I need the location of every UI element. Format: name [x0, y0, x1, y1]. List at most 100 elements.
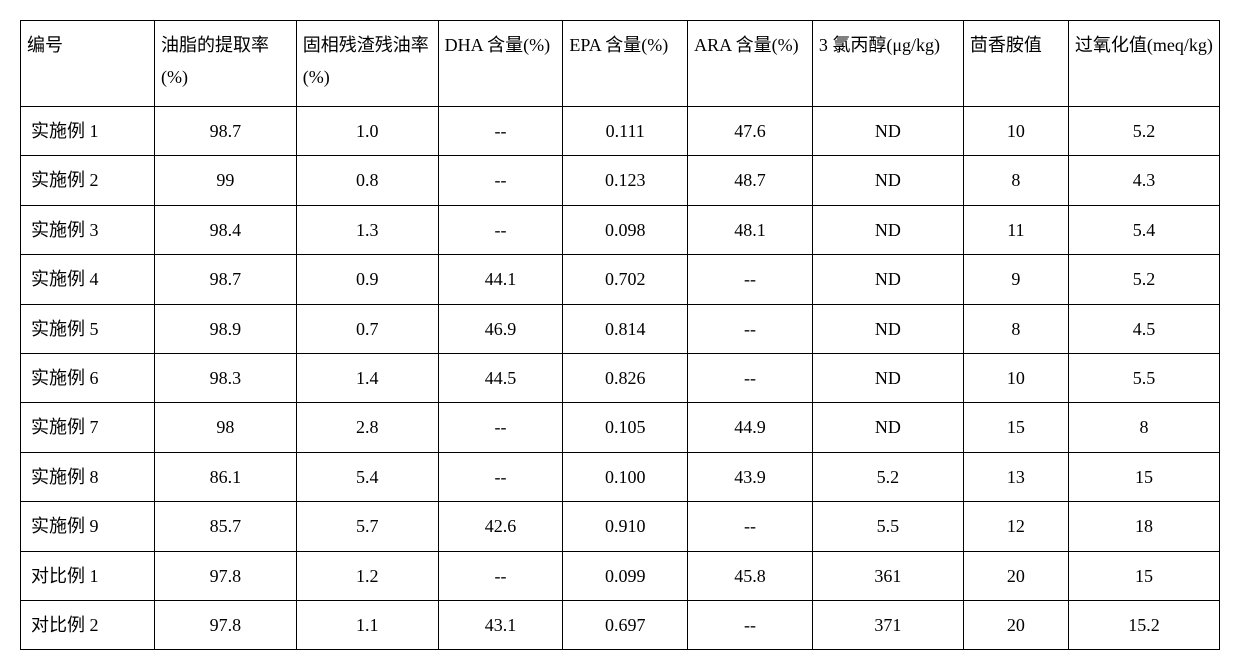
table-cell: 18	[1068, 502, 1219, 551]
table-cell: 5.5	[812, 502, 963, 551]
table-cell: 13	[963, 452, 1068, 501]
table-row: 对比例 2 97.8 1.1 43.1 0.697 -- 371 20 15.2	[21, 600, 1220, 649]
table-cell: 361	[812, 551, 963, 600]
column-header: DHA 含量(%)	[438, 21, 563, 107]
table-cell: 10	[963, 353, 1068, 402]
table-cell: 15	[1068, 551, 1219, 600]
table-cell: 5.4	[1068, 205, 1219, 254]
table-row: 实施例 8 86.1 5.4 -- 0.100 43.9 5.2 13 15	[21, 452, 1220, 501]
table-cell: 20	[963, 600, 1068, 649]
table-cell: 98.9	[154, 304, 296, 353]
table-cell: 4.5	[1068, 304, 1219, 353]
table-cell: 10	[963, 107, 1068, 156]
table-header-row: 编号 油脂的提取率(%) 固相残渣残油率(%) DHA 含量(%) EPA 含量…	[21, 21, 1220, 107]
table-row: 实施例 4 98.7 0.9 44.1 0.702 -- ND 9 5.2	[21, 255, 1220, 304]
row-label: 对比例 2	[21, 600, 155, 649]
table-cell: 4.3	[1068, 156, 1219, 205]
table-cell: 98.4	[154, 205, 296, 254]
row-label: 实施例 5	[21, 304, 155, 353]
column-header: 过氧化值(meq/kg)	[1068, 21, 1219, 107]
table-cell: 8	[1068, 403, 1219, 452]
table-cell: 0.099	[563, 551, 688, 600]
table-cell: 371	[812, 600, 963, 649]
table-cell: --	[438, 205, 563, 254]
row-label: 实施例 6	[21, 353, 155, 402]
column-header: ARA 含量(%)	[688, 21, 813, 107]
table-cell: 15.2	[1068, 600, 1219, 649]
table-cell: 5.7	[296, 502, 438, 551]
table-cell: 0.910	[563, 502, 688, 551]
table-cell: 46.9	[438, 304, 563, 353]
table-cell: 44.1	[438, 255, 563, 304]
table-cell: --	[688, 353, 813, 402]
table-cell: 99	[154, 156, 296, 205]
row-label: 实施例 9	[21, 502, 155, 551]
table-cell: ND	[812, 353, 963, 402]
table-cell: 85.7	[154, 502, 296, 551]
table-cell: 97.8	[154, 600, 296, 649]
table-cell: 5.5	[1068, 353, 1219, 402]
table-row: 实施例 5 98.9 0.7 46.9 0.814 -- ND 8 4.5	[21, 304, 1220, 353]
column-header: EPA 含量(%)	[563, 21, 688, 107]
table-cell: 42.6	[438, 502, 563, 551]
row-label: 对比例 1	[21, 551, 155, 600]
table-cell: 47.6	[688, 107, 813, 156]
table-cell: 48.1	[688, 205, 813, 254]
table-cell: 1.3	[296, 205, 438, 254]
column-header: 茴香胺值	[963, 21, 1068, 107]
table-cell: ND	[812, 403, 963, 452]
table-cell: 86.1	[154, 452, 296, 501]
table-row: 对比例 1 97.8 1.2 -- 0.099 45.8 361 20 15	[21, 551, 1220, 600]
table-cell: 1.1	[296, 600, 438, 649]
table-cell: 5.2	[812, 452, 963, 501]
table-cell: 98	[154, 403, 296, 452]
table-cell: 8	[963, 304, 1068, 353]
table-cell: 9	[963, 255, 1068, 304]
table-cell: 11	[963, 205, 1068, 254]
table-body: 实施例 1 98.7 1.0 -- 0.111 47.6 ND 10 5.2 实…	[21, 107, 1220, 650]
table-cell: --	[688, 255, 813, 304]
table-cell: 0.9	[296, 255, 438, 304]
table-cell: 5.2	[1068, 107, 1219, 156]
table-cell: 5.4	[296, 452, 438, 501]
table-row: 实施例 7 98 2.8 -- 0.105 44.9 ND 15 8	[21, 403, 1220, 452]
table-cell: --	[438, 156, 563, 205]
table-cell: 98.7	[154, 255, 296, 304]
table-cell: ND	[812, 107, 963, 156]
table-row: 实施例 2 99 0.8 -- 0.123 48.7 ND 8 4.3	[21, 156, 1220, 205]
table-cell: 98.7	[154, 107, 296, 156]
table-cell: 44.5	[438, 353, 563, 402]
table-cell: 97.8	[154, 551, 296, 600]
row-label: 实施例 8	[21, 452, 155, 501]
table-cell: 0.814	[563, 304, 688, 353]
table-row: 实施例 3 98.4 1.3 -- 0.098 48.1 ND 11 5.4	[21, 205, 1220, 254]
table-cell: --	[438, 452, 563, 501]
data-table: 编号 油脂的提取率(%) 固相残渣残油率(%) DHA 含量(%) EPA 含量…	[20, 20, 1220, 650]
column-header: 编号	[21, 21, 155, 107]
row-label: 实施例 2	[21, 156, 155, 205]
table-row: 实施例 6 98.3 1.4 44.5 0.826 -- ND 10 5.5	[21, 353, 1220, 402]
column-header: 油脂的提取率(%)	[154, 21, 296, 107]
table-cell: 0.098	[563, 205, 688, 254]
table-cell: 0.697	[563, 600, 688, 649]
table-cell: ND	[812, 156, 963, 205]
table-cell: --	[688, 502, 813, 551]
table-row: 实施例 1 98.7 1.0 -- 0.111 47.6 ND 10 5.2	[21, 107, 1220, 156]
table-cell: 43.9	[688, 452, 813, 501]
table-row: 实施例 9 85.7 5.7 42.6 0.910 -- 5.5 12 18	[21, 502, 1220, 551]
table-cell: 44.9	[688, 403, 813, 452]
table-cell: ND	[812, 255, 963, 304]
table-cell: 1.4	[296, 353, 438, 402]
table-cell: 0.105	[563, 403, 688, 452]
table-cell: 0.8	[296, 156, 438, 205]
column-header: 3 氯丙醇(μg/kg)	[812, 21, 963, 107]
table-cell: --	[438, 107, 563, 156]
table-cell: 0.826	[563, 353, 688, 402]
row-label: 实施例 1	[21, 107, 155, 156]
table-cell: 12	[963, 502, 1068, 551]
table-cell: ND	[812, 205, 963, 254]
column-header: 固相残渣残油率(%)	[296, 21, 438, 107]
table-cell: ND	[812, 304, 963, 353]
table-cell: 98.3	[154, 353, 296, 402]
table-cell: 0.111	[563, 107, 688, 156]
